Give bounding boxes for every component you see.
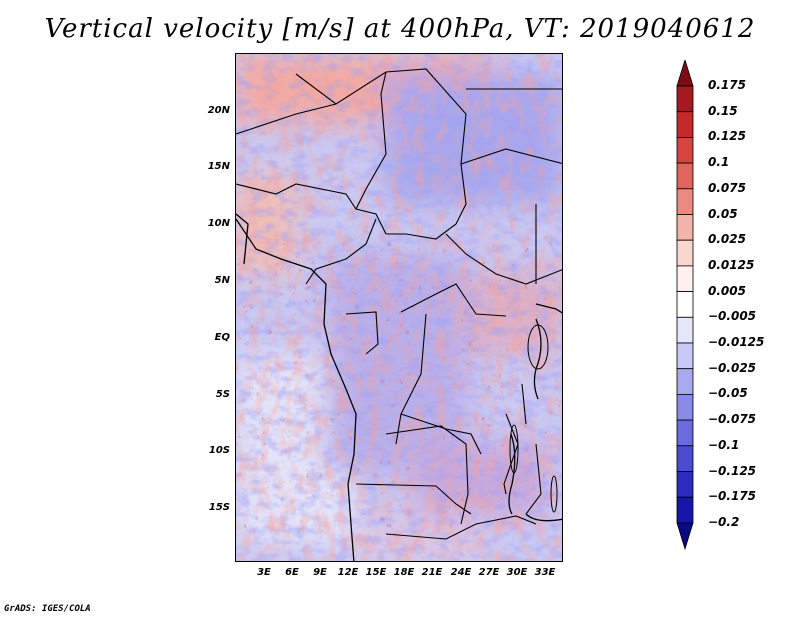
colorbar-label: −0.1	[708, 437, 740, 452]
colorbar-swatch	[676, 137, 694, 164]
lon-tick-30e: 30E	[506, 567, 528, 578]
colorbar-label: 0.025	[708, 232, 746, 247]
colorbar-label: 0.175	[708, 78, 746, 92]
lon-tick-6e: 6E	[285, 567, 299, 578]
colorbar-swatch	[676, 85, 694, 113]
colorbar-label: −0.005	[708, 309, 757, 324]
chart-title: Vertical velocity [m/s] at 400hPa, VT: 2…	[44, 14, 756, 44]
lon-tick-12e: 12E	[337, 567, 359, 578]
lon-tick-27e: 27E	[478, 567, 500, 578]
colorbar-swatch	[676, 342, 694, 370]
colorbar-label: −0.0125	[708, 335, 765, 349]
colorbar-label: −0.2	[708, 514, 740, 529]
lat-tick-15s: 15S	[208, 502, 230, 513]
lat-tick-10n: 10N	[207, 218, 230, 229]
colorbar-label: −0.05	[708, 386, 748, 401]
colorbar-swatch	[676, 471, 694, 498]
colorbar	[676, 60, 694, 551]
lon-tick-33e: 33E	[534, 567, 556, 578]
lon-tick-9e: 9E	[313, 567, 327, 578]
colorbar-swatch	[676, 496, 694, 524]
lat-tick-10s: 10S	[208, 445, 230, 456]
colorbar-label: 0.0125	[708, 257, 755, 272]
colorbar-swatch	[676, 291, 694, 318]
colorbar-label: −0.125	[708, 463, 757, 478]
colorbar-label: −0.025	[708, 360, 757, 375]
lon-tick-24e: 24E	[450, 567, 472, 578]
colorbar-label: 0.05	[708, 206, 738, 221]
colorbar-swatch	[676, 111, 694, 138]
colorbar-label: 0.1	[708, 155, 730, 170]
vertical-velocity-field	[236, 54, 562, 561]
lat-tick-eq: EQ	[214, 332, 230, 343]
footer-credit: GrADS: IGES/COLA	[4, 604, 91, 614]
lat-tick-15n: 15N	[207, 161, 230, 172]
noise-convective	[236, 234, 562, 534]
colorbar-label: 0.005	[708, 283, 746, 298]
country-borders	[236, 68, 562, 540]
colorbar-swatch	[676, 239, 694, 267]
lat-tick-5n: 5N	[214, 275, 230, 286]
colorbar-label: −0.075	[708, 412, 757, 427]
lat-tick-20n: 20N	[207, 105, 230, 116]
colorbar-label: −0.175	[708, 489, 757, 504]
colorbar-swatch	[676, 419, 694, 447]
lon-tick-3e: 3E	[257, 567, 271, 578]
colorbar-swatch	[676, 393, 694, 421]
colorbar-label: 0.15	[708, 103, 738, 118]
colorbar-swatch	[676, 162, 694, 190]
colorbar-swatch	[676, 316, 694, 344]
colorbar-swatch	[676, 265, 694, 292]
lat-tick-5s: 5S	[215, 389, 230, 400]
colorbar-top-triangle	[676, 60, 694, 87]
lon-tick-18e: 18E	[393, 567, 415, 578]
colorbar-swatch	[676, 368, 694, 395]
colorbar-swatch	[676, 445, 694, 472]
lon-tick-15e: 15E	[365, 567, 387, 578]
colorbar-label: 0.125	[708, 129, 746, 144]
colorbar-swatch	[676, 214, 694, 241]
map-panel	[235, 53, 563, 562]
lakes	[509, 324, 558, 513]
lon-tick-21e: 21E	[421, 567, 443, 578]
colorbar-label: 0.075	[708, 180, 746, 195]
colorbar-swatch	[676, 188, 694, 215]
colorbar-bottom-triangle	[676, 522, 694, 551]
